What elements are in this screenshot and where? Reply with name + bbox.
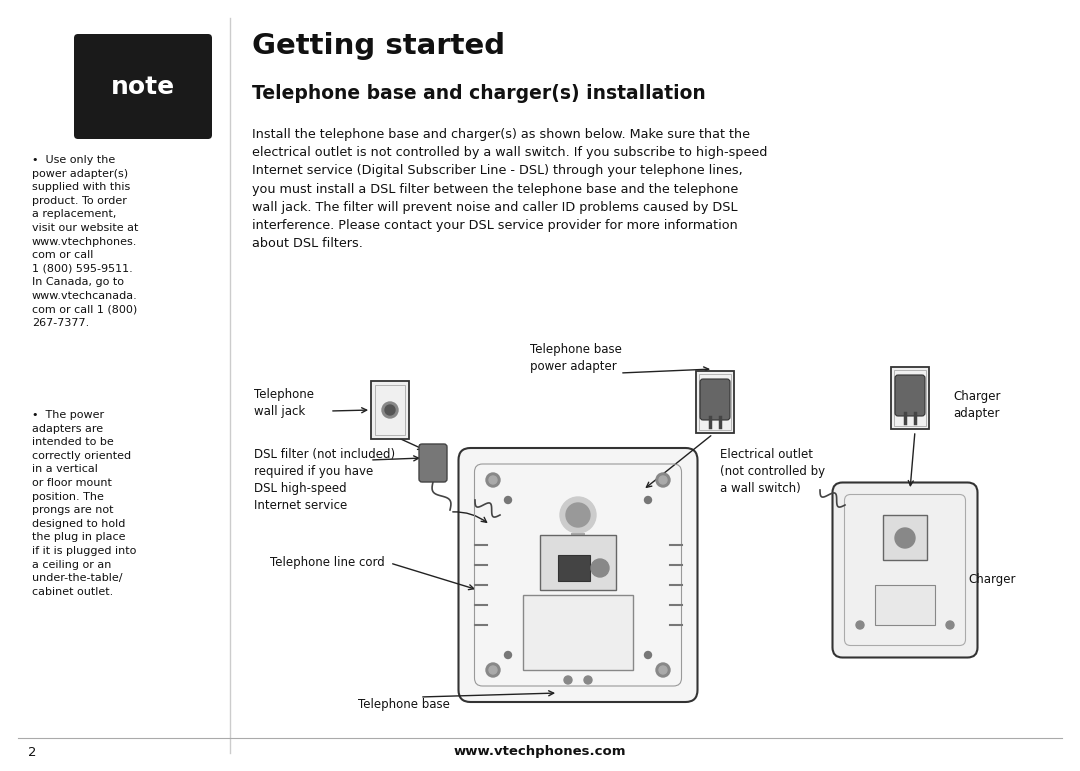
Circle shape	[856, 621, 864, 629]
Text: Telephone
wall jack: Telephone wall jack	[254, 388, 314, 418]
Circle shape	[504, 497, 512, 503]
Text: Telephone line cord: Telephone line cord	[270, 556, 384, 569]
Bar	[875, 585, 935, 625]
Circle shape	[656, 663, 670, 677]
Bar	[894, 370, 926, 426]
Text: Telephone base: Telephone base	[357, 698, 450, 711]
FancyBboxPatch shape	[459, 448, 698, 702]
Circle shape	[382, 402, 399, 418]
Text: Telephone base and charger(s) installation: Telephone base and charger(s) installati…	[252, 84, 705, 103]
Bar	[375, 385, 405, 435]
Text: 2: 2	[28, 746, 37, 759]
Text: DSL filter (not included)
required if you have
DSL high-speed
Internet service: DSL filter (not included) required if yo…	[254, 448, 395, 512]
Circle shape	[384, 405, 395, 415]
FancyBboxPatch shape	[75, 34, 212, 139]
Circle shape	[645, 651, 651, 658]
Bar	[696, 371, 734, 433]
FancyBboxPatch shape	[700, 379, 730, 420]
FancyBboxPatch shape	[895, 375, 924, 416]
Bar	[891, 367, 929, 429]
Text: note: note	[111, 75, 175, 99]
Circle shape	[591, 559, 609, 577]
FancyBboxPatch shape	[419, 444, 447, 482]
Bar	[883, 515, 927, 560]
Bar	[372, 381, 409, 439]
Text: Telephone base
power adapter: Telephone base power adapter	[530, 343, 622, 373]
Circle shape	[659, 666, 667, 674]
Circle shape	[486, 473, 500, 487]
Circle shape	[895, 528, 915, 548]
Bar	[699, 374, 731, 430]
Bar	[523, 595, 633, 670]
Circle shape	[946, 621, 954, 629]
Circle shape	[566, 503, 590, 527]
Circle shape	[645, 497, 651, 503]
Text: Getting started: Getting started	[252, 32, 505, 60]
Bar	[540, 535, 616, 590]
Bar	[571, 533, 585, 563]
Circle shape	[584, 676, 592, 684]
Circle shape	[564, 676, 572, 684]
Circle shape	[489, 666, 497, 674]
Text: Install the telephone base and charger(s) as shown below. Make sure that the
ele: Install the telephone base and charger(s…	[252, 128, 768, 251]
Text: Charger: Charger	[968, 574, 1015, 587]
Circle shape	[486, 663, 500, 677]
Text: www.vtechphones.com: www.vtechphones.com	[454, 746, 626, 759]
Bar	[558, 555, 590, 581]
Circle shape	[489, 476, 497, 484]
Circle shape	[659, 476, 667, 484]
Circle shape	[561, 497, 596, 533]
Text: •  Use only the
power adapter(s)
supplied with this
product. To order
a replacem: • Use only the power adapter(s) supplied…	[32, 155, 138, 328]
FancyBboxPatch shape	[833, 483, 977, 658]
Text: •  The power
adapters are
intended to be
correctly oriented
in a vertical
or flo: • The power adapters are intended to be …	[32, 410, 136, 597]
Circle shape	[656, 473, 670, 487]
Circle shape	[504, 651, 512, 658]
Text: Charger
adapter: Charger adapter	[953, 390, 1000, 420]
Text: Electrical outlet
(not controlled by
a wall switch): Electrical outlet (not controlled by a w…	[720, 448, 825, 495]
